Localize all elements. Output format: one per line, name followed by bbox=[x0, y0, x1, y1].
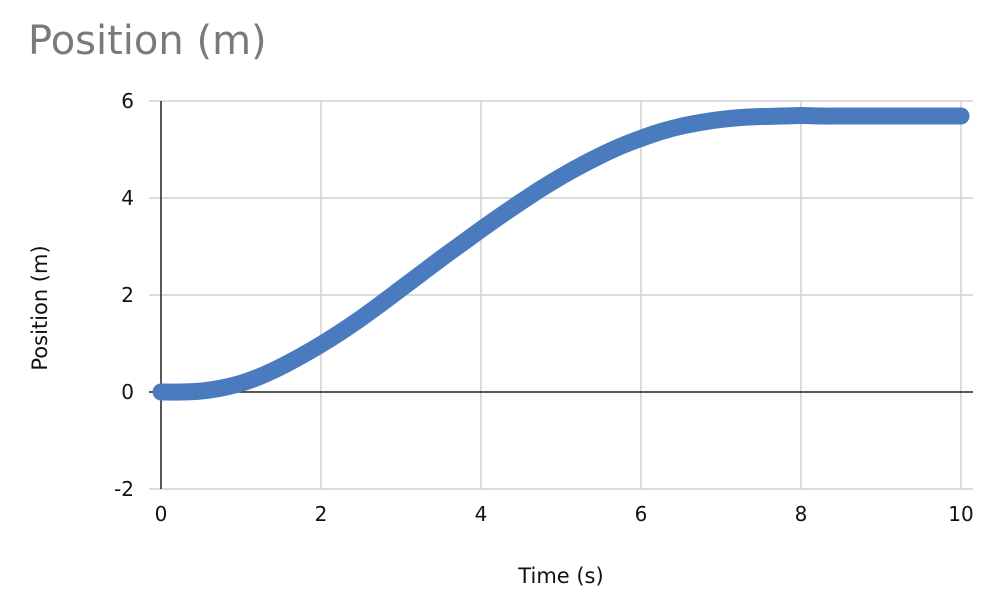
axes bbox=[149, 101, 973, 489]
x-tick-label-0: 0 bbox=[155, 502, 168, 526]
x-tick-labels: 0 2 4 6 8 10 bbox=[155, 502, 974, 526]
series-line-0 bbox=[152, 107, 970, 401]
y-tick-label-4: 4 bbox=[121, 186, 134, 210]
x-tick-label-10: 10 bbox=[948, 502, 973, 526]
x-tick-label-4: 4 bbox=[475, 502, 488, 526]
grid bbox=[149, 100, 973, 490]
y-tick-label-0: 0 bbox=[121, 380, 134, 404]
y-tick-label-2: 2 bbox=[121, 283, 134, 307]
y-tick-labels: -2 0 2 4 6 bbox=[114, 89, 134, 501]
y-tick-label--2: -2 bbox=[114, 477, 134, 501]
chart-title: Position (m) bbox=[28, 18, 267, 64]
x-tick-label-2: 2 bbox=[315, 502, 328, 526]
series-layer bbox=[152, 107, 970, 401]
x-tick-label-8: 8 bbox=[795, 502, 808, 526]
y-tick-label-6: 6 bbox=[121, 89, 134, 113]
x-tick-label-6: 6 bbox=[635, 502, 648, 526]
x-axis-title: Time (s) bbox=[517, 564, 603, 588]
y-axis-title: Position (m) bbox=[28, 245, 52, 370]
